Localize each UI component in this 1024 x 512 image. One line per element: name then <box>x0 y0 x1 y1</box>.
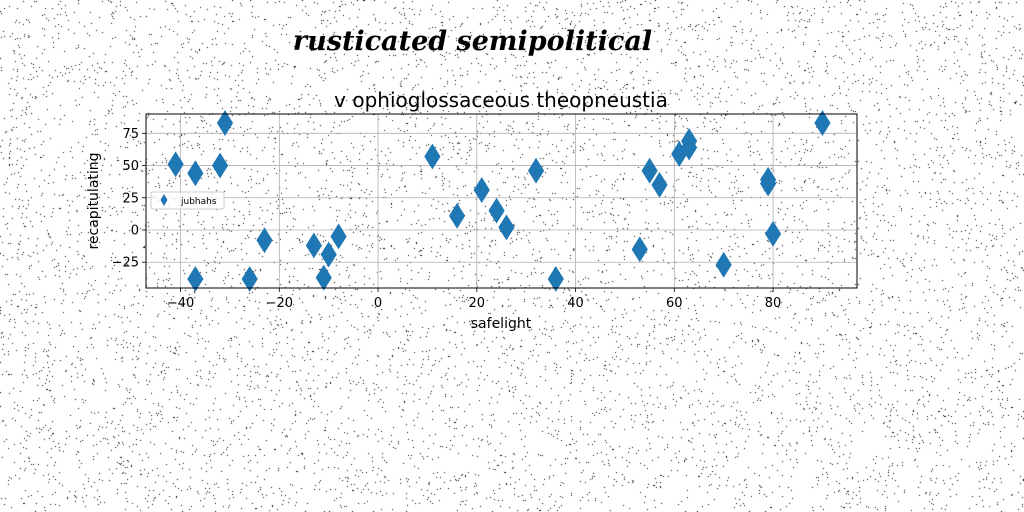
data-point <box>330 223 347 250</box>
data-point <box>305 232 322 259</box>
data-point <box>256 227 273 254</box>
y-axis-ticks: −25 0 25 50 75 <box>112 127 146 271</box>
data-point <box>814 110 831 136</box>
data-point <box>320 241 337 268</box>
data-point <box>241 266 258 292</box>
data-point <box>764 220 782 247</box>
data-point <box>473 177 490 203</box>
x-axis-label: safelight <box>471 316 532 332</box>
x-tick-label: −40 <box>167 296 194 311</box>
data-point <box>641 157 658 184</box>
data-point <box>631 236 648 263</box>
y-tick-label: 50 <box>122 159 139 174</box>
data-point <box>424 143 441 170</box>
data-point <box>216 110 234 136</box>
data-point <box>187 266 204 292</box>
y-tick-label: −25 <box>112 256 139 271</box>
x-tick-label: 60 <box>666 296 683 311</box>
data-point <box>211 152 229 179</box>
grid <box>146 114 857 288</box>
x-axis-ticks: −40 −20 0 20 40 60 80 <box>167 288 781 311</box>
data-point <box>760 170 777 197</box>
y-axis-label: recapitulating <box>86 152 102 249</box>
x-tick-label: 20 <box>469 296 486 311</box>
plot-frame <box>145 113 858 289</box>
x-tick-label: 0 <box>374 296 382 311</box>
x-tick-label: 40 <box>567 296 584 311</box>
legend-marker-jubhahs <box>160 194 168 206</box>
data-point <box>651 171 668 198</box>
data-point <box>547 266 564 292</box>
data-points <box>167 110 831 292</box>
legend-box <box>150 191 225 210</box>
y-tick-label: 0 <box>131 224 139 239</box>
data-point <box>527 157 545 184</box>
data-point <box>448 202 466 229</box>
data-point <box>488 197 505 224</box>
legend: jubhahs <box>150 191 225 210</box>
data-point <box>498 214 515 241</box>
chart-title: v ophioglossaceous theopneustia <box>334 88 668 112</box>
data-point <box>681 128 698 155</box>
y-tick-label: 75 <box>122 127 139 142</box>
data-point <box>187 160 204 187</box>
y-tick-label: 25 <box>122 191 139 206</box>
data-point <box>315 264 332 291</box>
x-tick-label: 80 <box>765 296 782 311</box>
legend-label-jubhahs: jubhahs <box>180 197 217 207</box>
x-tick-label: −20 <box>266 296 293 311</box>
data-point <box>167 151 184 178</box>
data-point <box>715 251 732 278</box>
figure-suptitle: rusticated semipolitical <box>292 26 653 57</box>
